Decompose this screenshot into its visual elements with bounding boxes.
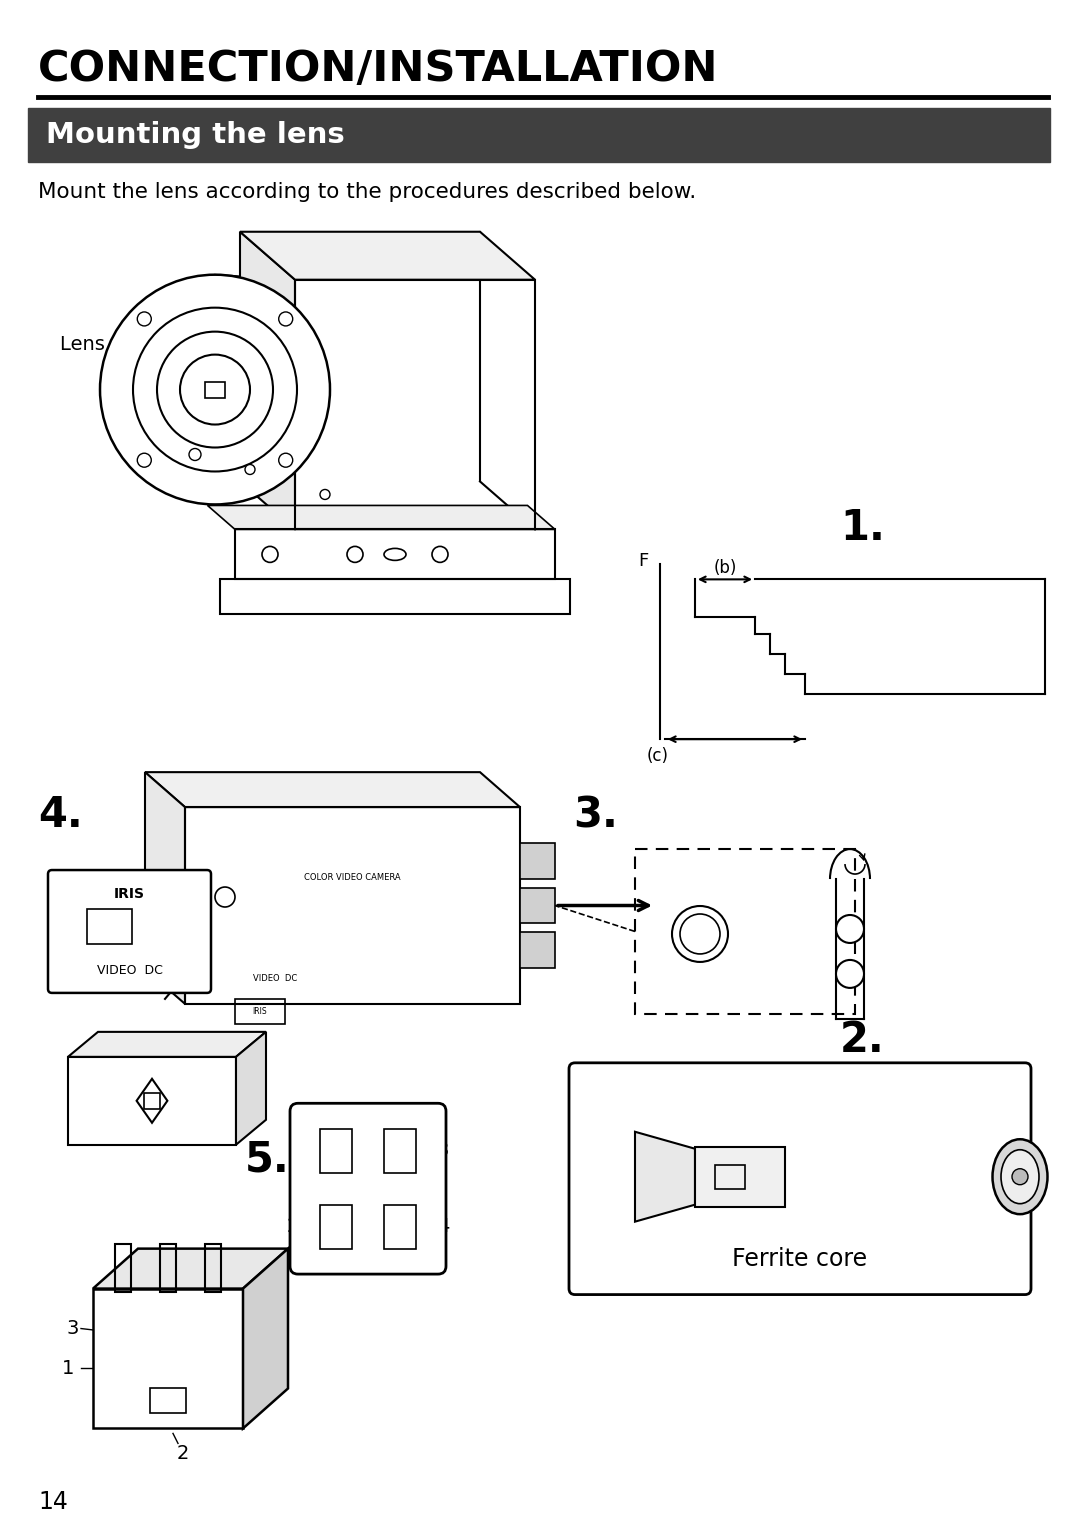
Text: CONNECTION/INSTALLATION: CONNECTION/INSTALLATION	[38, 49, 718, 90]
Bar	[205, 382, 225, 397]
Circle shape	[279, 453, 293, 467]
Bar	[28, 108, 1050, 161]
Circle shape	[320, 490, 330, 499]
Polygon shape	[93, 1288, 243, 1428]
Polygon shape	[145, 773, 185, 1004]
Polygon shape	[237, 1031, 266, 1145]
Circle shape	[672, 907, 728, 961]
Text: (b): (b)	[713, 560, 737, 578]
Polygon shape	[145, 773, 519, 808]
Bar	[320, 1205, 352, 1249]
Bar	[320, 1129, 352, 1173]
Text: 3: 3	[67, 1319, 79, 1338]
Text: 4: 4	[255, 1364, 267, 1383]
Circle shape	[347, 546, 363, 563]
Polygon shape	[240, 231, 535, 280]
Bar	[715, 1165, 745, 1189]
Bar	[114, 1244, 131, 1291]
Text: 3: 3	[436, 1141, 449, 1161]
Text: IRIS: IRIS	[114, 887, 145, 900]
Text: Lens mount: Lens mount	[60, 335, 174, 354]
Polygon shape	[68, 1031, 266, 1057]
Text: 2.: 2.	[840, 1019, 885, 1060]
Bar	[160, 1244, 176, 1291]
Polygon shape	[635, 1132, 696, 1221]
Circle shape	[836, 960, 864, 989]
Text: 4.: 4.	[38, 794, 83, 837]
Text: VIDEO  DC: VIDEO DC	[96, 964, 162, 978]
Text: IRIS: IRIS	[253, 1007, 268, 1016]
Text: 5.: 5.	[245, 1139, 289, 1180]
Text: 14: 14	[38, 1491, 68, 1515]
Circle shape	[1012, 1168, 1028, 1185]
Polygon shape	[207, 505, 555, 529]
Text: Mounting the lens: Mounting the lens	[46, 120, 345, 149]
Circle shape	[100, 275, 330, 505]
Text: Mount the lens according to the procedures described below.: Mount the lens according to the procedur…	[38, 183, 697, 202]
Bar	[519, 843, 555, 879]
Text: 3.: 3.	[573, 794, 618, 837]
Bar	[68, 1057, 237, 1145]
Text: COLOR VIDEO CAMERA: COLOR VIDEO CAMERA	[305, 873, 401, 882]
Text: Ferrite core: Ferrite core	[732, 1247, 867, 1270]
Text: 2: 2	[177, 1443, 189, 1463]
Circle shape	[137, 312, 151, 325]
Bar	[205, 1244, 221, 1291]
Text: F: F	[638, 552, 648, 570]
Bar	[696, 1147, 785, 1206]
Text: 1: 1	[62, 1358, 75, 1378]
Bar	[87, 910, 132, 945]
Bar	[384, 1205, 416, 1249]
Ellipse shape	[993, 1139, 1048, 1214]
Bar	[235, 999, 285, 1024]
Circle shape	[836, 916, 864, 943]
Polygon shape	[93, 1249, 288, 1288]
Circle shape	[262, 546, 278, 563]
Bar	[519, 888, 555, 923]
Bar	[384, 1129, 416, 1173]
FancyBboxPatch shape	[569, 1063, 1031, 1294]
Circle shape	[245, 464, 255, 475]
FancyBboxPatch shape	[48, 870, 211, 993]
Circle shape	[189, 449, 201, 461]
Text: 2: 2	[287, 1217, 299, 1237]
Bar	[635, 849, 855, 1015]
FancyBboxPatch shape	[291, 1103, 446, 1275]
Text: 1: 1	[287, 1141, 299, 1161]
Text: 4: 4	[436, 1217, 449, 1237]
Bar	[144, 1092, 160, 1109]
Polygon shape	[243, 1249, 288, 1428]
Circle shape	[137, 453, 151, 467]
Circle shape	[432, 546, 448, 563]
Polygon shape	[240, 231, 295, 529]
Circle shape	[279, 312, 293, 325]
Text: (c): (c)	[647, 747, 669, 765]
Ellipse shape	[1001, 1150, 1039, 1203]
Ellipse shape	[384, 549, 406, 560]
Bar	[150, 1389, 186, 1413]
Text: VIDEO  DC: VIDEO DC	[253, 975, 297, 984]
Circle shape	[215, 887, 235, 907]
Text: 1.: 1.	[840, 508, 885, 549]
Bar	[185, 808, 519, 1004]
Bar	[519, 932, 555, 969]
